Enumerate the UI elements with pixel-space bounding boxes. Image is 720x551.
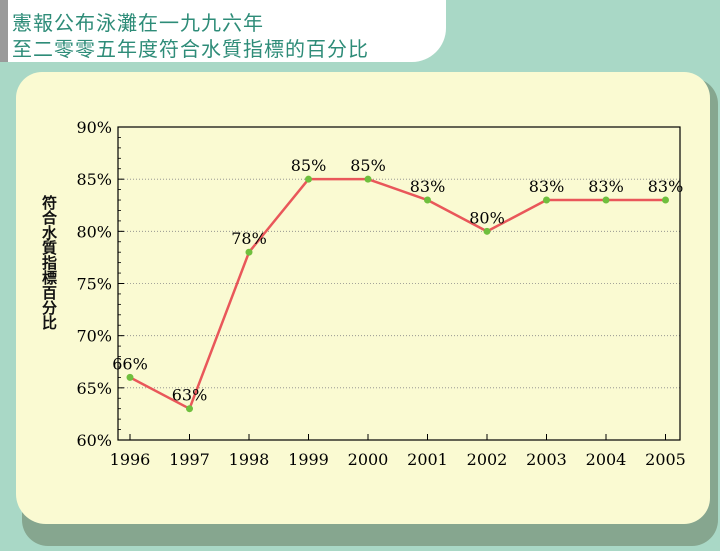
- data-point: [186, 405, 193, 413]
- plot-frame: [117, 126, 681, 441]
- data-label: 83%: [648, 177, 684, 196]
- x-tick-label: 1999: [288, 450, 329, 469]
- data-label: 85%: [350, 156, 386, 175]
- x-tick-label: 2003: [526, 450, 567, 469]
- data-label: 63%: [172, 386, 208, 405]
- y-tick-label: 80%: [76, 222, 112, 241]
- data-label: 83%: [529, 177, 565, 196]
- title-accent-bar: [0, 0, 8, 62]
- tick-labels: 60% 65% 70% 75% 80% 85% 90% 1996 1997 1998 1999 200…: [76, 118, 685, 469]
- chart-title-line-2: 至二零零五年度符合水質指標的百分比: [12, 37, 369, 61]
- title-banner: [0, 0, 446, 62]
- x-tick-label: 2001: [407, 450, 448, 469]
- data-markers: [126, 175, 669, 413]
- data-point: [543, 196, 550, 204]
- data-point: [662, 196, 669, 204]
- y-axis-label: 符合水質指標百分比: [40, 195, 58, 330]
- data-label: 80%: [469, 208, 505, 227]
- data-point: [305, 175, 312, 183]
- data-point: [602, 196, 610, 204]
- grid-lines: [118, 178, 680, 389]
- data-labels: 66% 63% 78% 85% 85% 83% 80% 83% 83% 83%: [112, 156, 683, 405]
- x-tick-label: 2002: [467, 450, 508, 469]
- x-tick-label: 1997: [169, 450, 210, 469]
- x-tick-label: 1996: [110, 450, 151, 469]
- y-tick-label: 65%: [76, 379, 112, 398]
- x-tick-label: 1998: [229, 450, 270, 469]
- data-point: [245, 248, 253, 256]
- data-point: [483, 227, 491, 235]
- data-label: 85%: [291, 156, 327, 175]
- axes: [117, 126, 681, 441]
- x-tick-label: 2005: [645, 450, 686, 469]
- data-point: [364, 175, 372, 183]
- y-tick-label: 60%: [76, 431, 112, 450]
- y-tick-label: 85%: [76, 170, 112, 189]
- data-label: 66%: [112, 354, 148, 373]
- series-line: [129, 177, 666, 410]
- data-point: [424, 196, 431, 204]
- x-tick-label: 2000: [348, 450, 389, 469]
- chart-panel: [16, 72, 710, 524]
- x-tick-label: 2004: [586, 450, 627, 469]
- data-label: 78%: [231, 229, 267, 248]
- y-tick-label: 70%: [76, 327, 112, 346]
- chart-title-line-1: 憲報公布泳灘在一九九六年: [12, 11, 264, 35]
- series-line: [129, 177, 666, 410]
- data-label: 83%: [588, 177, 624, 196]
- y-tick-label: 90%: [76, 118, 112, 137]
- data-point: [126, 373, 134, 381]
- data-label: 83%: [410, 177, 446, 196]
- y-tick-label: 75%: [76, 275, 112, 294]
